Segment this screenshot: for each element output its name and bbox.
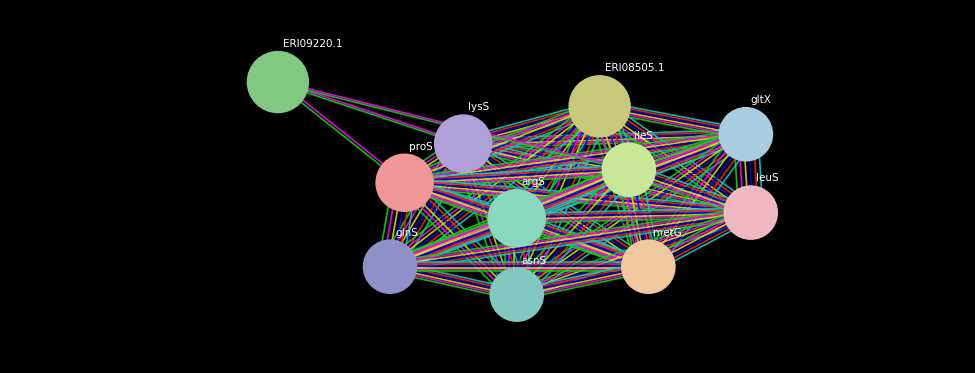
Ellipse shape [621, 239, 676, 294]
Text: proS: proS [410, 142, 433, 152]
Ellipse shape [719, 107, 773, 162]
Ellipse shape [489, 267, 544, 322]
Text: ERI08505.1: ERI08505.1 [604, 63, 664, 73]
Text: lysS: lysS [468, 103, 489, 113]
Text: asnS: asnS [522, 256, 547, 266]
Ellipse shape [375, 154, 434, 212]
Ellipse shape [602, 142, 656, 197]
Text: metG: metG [653, 228, 682, 238]
Text: ileS: ileS [634, 131, 652, 141]
Text: gltX: gltX [751, 95, 771, 105]
Text: argS: argS [522, 177, 545, 187]
Ellipse shape [488, 189, 546, 247]
Ellipse shape [723, 185, 778, 240]
Text: leuS: leuS [756, 173, 778, 184]
Text: glnS: glnS [395, 228, 417, 238]
Ellipse shape [434, 115, 492, 173]
Ellipse shape [568, 75, 631, 138]
Ellipse shape [247, 51, 309, 113]
Ellipse shape [363, 239, 417, 294]
Text: ERI09220.1: ERI09220.1 [283, 39, 342, 49]
